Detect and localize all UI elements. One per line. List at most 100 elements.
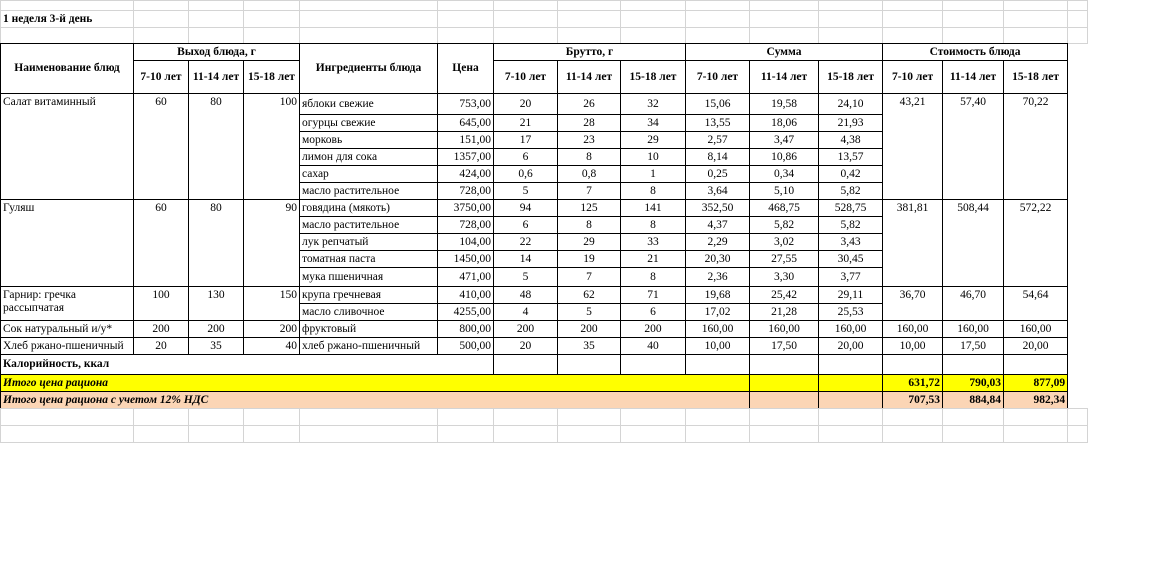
ingredient-price[interactable]: 728,00 bbox=[437, 216, 494, 234]
sum-value[interactable]: 3,64 bbox=[685, 182, 751, 200]
dish-cost[interactable]: 160,00 bbox=[882, 320, 944, 338]
empty-cell[interactable] bbox=[685, 408, 750, 426]
empty-cell[interactable] bbox=[437, 408, 494, 426]
dish-name[interactable]: Гуляш bbox=[0, 199, 134, 287]
calories-value[interactable] bbox=[493, 354, 558, 375]
sum-value[interactable]: 24,10 bbox=[818, 93, 884, 115]
empty-cell[interactable] bbox=[942, 10, 1004, 28]
dish-cost[interactable]: 572,22 bbox=[1003, 199, 1069, 287]
sum-value[interactable]: 160,00 bbox=[818, 320, 884, 338]
ingredient-price[interactable]: 645,00 bbox=[437, 114, 494, 132]
empty-cell[interactable] bbox=[437, 0, 494, 11]
dish-cost[interactable]: 160,00 bbox=[1003, 320, 1069, 338]
total-vat-value[interactable]: 982,34 bbox=[1003, 391, 1069, 409]
sum-value[interactable]: 3,02 bbox=[749, 233, 820, 251]
sum-value[interactable]: 20,00 bbox=[818, 337, 884, 355]
dish-yield[interactable]: 80 bbox=[188, 199, 244, 287]
dish-yield[interactable]: 80 bbox=[188, 93, 244, 200]
sum-value[interactable]: 17,50 bbox=[749, 337, 820, 355]
brutto-value[interactable]: 4 bbox=[493, 303, 558, 321]
ingredient-price[interactable]: 1357,00 bbox=[437, 148, 494, 166]
empty-cell[interactable] bbox=[437, 27, 494, 44]
empty-cell[interactable] bbox=[133, 0, 189, 11]
brutto-value[interactable]: 21 bbox=[619, 250, 687, 268]
empty-cell[interactable] bbox=[882, 425, 943, 443]
brutto-value[interactable]: 8 bbox=[557, 216, 621, 234]
empty-cell[interactable] bbox=[243, 408, 300, 426]
empty-cell[interactable] bbox=[620, 10, 686, 28]
dish-cost[interactable]: 54,64 bbox=[1003, 286, 1069, 321]
empty-cell[interactable] bbox=[942, 27, 1004, 44]
ingredient-name[interactable]: мука пшеничная bbox=[299, 267, 438, 287]
sum-value[interactable]: 25,42 bbox=[749, 286, 820, 304]
ingredient-price[interactable]: 3750,00 bbox=[437, 199, 494, 217]
empty-cell[interactable] bbox=[818, 408, 883, 426]
sum-value[interactable]: 15,06 bbox=[685, 93, 751, 115]
empty-cell[interactable] bbox=[818, 374, 884, 392]
dish-cost[interactable]: 36,70 bbox=[882, 286, 944, 321]
brutto-value[interactable]: 33 bbox=[619, 233, 687, 251]
empty-cell[interactable] bbox=[243, 425, 300, 443]
empty-cell[interactable] bbox=[188, 408, 244, 426]
brutto-value[interactable]: 71 bbox=[619, 286, 687, 304]
dish-yield[interactable]: 200 bbox=[133, 320, 189, 338]
empty-cell[interactable] bbox=[749, 0, 819, 11]
empty-cell[interactable] bbox=[1003, 10, 1068, 28]
empty-cell[interactable] bbox=[620, 408, 686, 426]
empty-cell[interactable] bbox=[818, 0, 883, 11]
empty-cell[interactable] bbox=[620, 0, 686, 11]
sum-value[interactable]: 13,57 bbox=[818, 148, 884, 166]
empty-cell[interactable] bbox=[557, 27, 621, 44]
empty-cell[interactable] bbox=[299, 425, 438, 443]
dish-cost[interactable]: 10,00 bbox=[882, 337, 944, 355]
sum-value[interactable]: 19,68 bbox=[685, 286, 751, 304]
sum-value[interactable]: 352,50 bbox=[685, 199, 751, 217]
sum-value[interactable]: 30,45 bbox=[818, 250, 884, 268]
calories-label[interactable]: Калорийность, ккал bbox=[0, 354, 494, 375]
dish-cost[interactable]: 46,70 bbox=[942, 286, 1005, 321]
header-age[interactable]: 15-18 лет bbox=[818, 60, 884, 94]
empty-cell[interactable] bbox=[749, 374, 820, 392]
dish-name[interactable]: Гарнир: гречка рассыпчатая bbox=[0, 286, 134, 321]
brutto-value[interactable]: 29 bbox=[619, 131, 687, 149]
brutto-value[interactable]: 14 bbox=[493, 250, 558, 268]
dish-cost[interactable]: 160,00 bbox=[942, 320, 1005, 338]
sum-value[interactable]: 4,38 bbox=[818, 131, 884, 149]
ingredient-name[interactable]: лимон для сока bbox=[299, 148, 438, 166]
brutto-value[interactable]: 200 bbox=[493, 320, 558, 338]
empty-cell[interactable] bbox=[1067, 0, 1088, 11]
brutto-value[interactable]: 8 bbox=[557, 148, 621, 166]
ingredient-name[interactable]: крупа гречневая bbox=[299, 286, 438, 304]
ingredient-name[interactable]: огурцы свежие bbox=[299, 114, 438, 132]
sum-value[interactable]: 8,14 bbox=[685, 148, 751, 166]
calories-value[interactable] bbox=[749, 354, 820, 375]
dish-yield[interactable]: 40 bbox=[243, 337, 300, 355]
empty-cell[interactable] bbox=[749, 10, 819, 28]
empty-cell[interactable] bbox=[882, 408, 943, 426]
dish-yield[interactable]: 100 bbox=[133, 286, 189, 321]
sum-value[interactable]: 18,06 bbox=[749, 114, 820, 132]
header-age[interactable]: 7-10 лет bbox=[493, 60, 558, 94]
sum-value[interactable]: 10,00 bbox=[685, 337, 751, 355]
sum-value[interactable]: 3,43 bbox=[818, 233, 884, 251]
brutto-value[interactable]: 7 bbox=[557, 267, 621, 287]
empty-cell[interactable] bbox=[299, 27, 438, 44]
empty-cell[interactable] bbox=[685, 10, 750, 28]
sum-value[interactable]: 4,37 bbox=[685, 216, 751, 234]
empty-cell[interactable] bbox=[1067, 10, 1088, 28]
empty-cell[interactable] bbox=[188, 27, 244, 44]
calories-value[interactable] bbox=[685, 354, 751, 375]
brutto-value[interactable]: 5 bbox=[557, 303, 621, 321]
sum-value[interactable]: 528,75 bbox=[818, 199, 884, 217]
header-age[interactable]: 11-14 лет bbox=[942, 60, 1005, 94]
ingredient-price[interactable]: 471,00 bbox=[437, 267, 494, 287]
ingredient-name[interactable]: морковь bbox=[299, 131, 438, 149]
empty-cell[interactable] bbox=[942, 408, 1004, 426]
empty-cell[interactable] bbox=[557, 408, 621, 426]
calories-value[interactable] bbox=[818, 354, 884, 375]
empty-cell[interactable] bbox=[437, 10, 494, 28]
sum-value[interactable]: 29,11 bbox=[818, 286, 884, 304]
brutto-value[interactable]: 125 bbox=[557, 199, 621, 217]
brutto-value[interactable]: 6 bbox=[493, 216, 558, 234]
empty-cell[interactable] bbox=[188, 0, 244, 11]
